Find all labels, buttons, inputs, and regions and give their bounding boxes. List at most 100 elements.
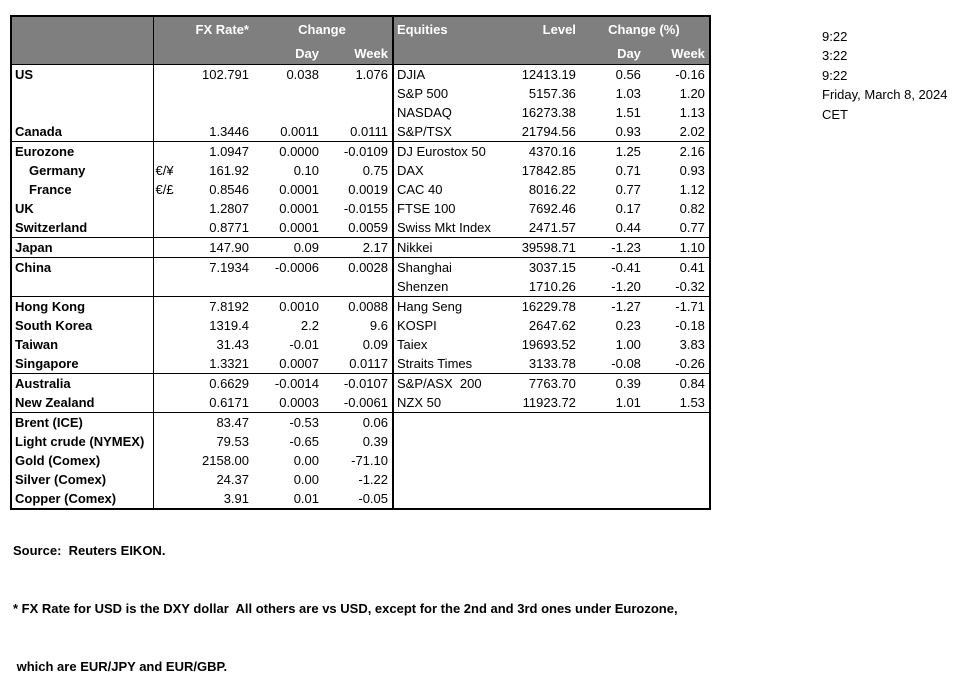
equity-name-cell: S&P/TSX: [397, 124, 452, 139]
equity-level-cell: [495, 451, 580, 470]
level-column-header: Level: [494, 16, 580, 43]
fx-rate-cell: 1.2807: [209, 201, 249, 216]
fx-footnote-line1: * FX Rate for USD is the DXY dollar All …: [13, 601, 678, 617]
currency-pair-cell: [153, 354, 186, 374]
equity-name-cell: NZX 50: [397, 395, 442, 410]
region-label-cell: [11, 277, 154, 297]
header-pair-spacer: [153, 16, 186, 43]
time-tertiary: 9:22: [822, 67, 848, 83]
equity-level-cell: 1710.26: [528, 279, 576, 294]
equity-name-cell: Taiex: [397, 337, 428, 352]
equity-level-cell: 12413.19: [521, 67, 576, 82]
fx-rate-cell: [186, 103, 253, 122]
equity-level-cell: 16229.78: [494, 296, 580, 316]
equity-week-change-cell: 3.83: [679, 337, 705, 352]
equity-week-change-cell: -1.71: [644, 296, 710, 316]
equity-level-cell: [494, 412, 580, 432]
table-row: China 7.1934 -0.0006 0.0028 Shanghai 3037.15-…: [11, 257, 710, 277]
equity-name-cell: Straits Times: [397, 356, 473, 371]
currency-pair-cell: €/¥: [155, 163, 174, 178]
region-label-cell: [11, 103, 154, 122]
region-label-cell: New Zealand: [11, 393, 154, 413]
region-label-cell: China: [11, 257, 154, 277]
equity-week-change-cell: [645, 451, 710, 470]
equity-day-change-cell: [579, 412, 645, 432]
equity-week-change-cell: -0.18: [675, 318, 705, 333]
equity-name-cell: Hang Seng: [393, 296, 495, 316]
fx-week-change-cell: 0.75: [323, 161, 394, 180]
equity-day-change-cell: 1.51: [615, 105, 641, 120]
fx-rate-cell: 0.8546: [209, 182, 249, 197]
fx-rate-cell: 2158.00: [202, 453, 249, 468]
equity-name-cell: CAC 40: [397, 182, 443, 197]
market-data-table: FX Rate* Change Equities Level Change (%…: [10, 15, 711, 510]
region-label-cell: Copper (Comex): [11, 489, 154, 509]
equity-name-cell: DJIA: [397, 67, 426, 82]
table-row: NASDAQ 16273.38 1.51 1.13: [11, 103, 710, 122]
timestamp-panel: 9:22 3:22 9:22 Friday, March 8, 2024 CET: [822, 27, 947, 124]
region-label-cell: Germany: [11, 161, 154, 180]
fx-week-change-cell: -71.10: [323, 451, 394, 470]
fx-week-change-cell: -0.0107: [323, 373, 394, 393]
header-level-spacer: [494, 43, 580, 65]
equity-level-cell: 3037.15: [494, 257, 580, 277]
equity-name-cell: Nikkei: [393, 237, 495, 258]
footer-notes: Source: Reuters EIKON. * FX Rate for USD…: [13, 502, 678, 696]
table-row: Light crude (NYMEX) 79.53 -0.65 0.39: [11, 432, 710, 451]
fx-week-subheader: Week: [323, 43, 393, 65]
fx-rate-cell: 24.37: [216, 472, 249, 487]
fx-week-change-cell: 9.6: [323, 316, 394, 335]
currency-pair-cell: [153, 470, 186, 489]
fx-day-change-cell: -0.0006: [253, 257, 323, 277]
fx-week-change-cell: 0.09: [323, 335, 394, 354]
equity-name-cell: FTSE 100: [397, 201, 456, 216]
table-row: New Zealand 0.6171 0.0003 -0.0061 NZX 50 1192…: [11, 393, 710, 413]
fx-week-change-cell: 0.0117: [323, 354, 394, 374]
table-row: S&P 500 5157.36 1.03 1.20: [11, 84, 710, 103]
equity-day-change-cell: 0.44: [615, 220, 641, 235]
fx-day-change-cell: -0.0014: [253, 373, 323, 393]
fx-week-change-cell: -1.22: [323, 470, 394, 489]
fx-rate-cell: 3.91: [223, 491, 249, 506]
equity-name-cell: Swiss Mkt Index: [397, 220, 491, 235]
table-row: Copper (Comex) 3.91 0.01 -0.05: [11, 489, 710, 509]
fx-rate-cell: 161.92: [209, 163, 249, 178]
fx-day-change-cell: 0.0000: [253, 141, 323, 161]
fx-rate-cell: 7.8192: [186, 296, 253, 316]
currency-pair-cell: [153, 412, 186, 432]
table-row: Hong Kong 7.8192 0.0010 0.0088 Hang Seng 1622…: [11, 296, 710, 316]
fx-week-change-cell: -0.0109: [323, 141, 394, 161]
equity-day-change-cell: -1.27: [579, 296, 645, 316]
currency-pair-cell: [153, 141, 186, 161]
equity-name-cell: [393, 432, 495, 451]
table-header: FX Rate* Change Equities Level Change (%…: [11, 16, 710, 65]
header-empty-cell: [11, 16, 154, 43]
equity-week-change-cell: 0.84: [644, 373, 710, 393]
region-label-cell: Canada: [11, 122, 154, 142]
equity-day-change-cell: 0.77: [615, 182, 641, 197]
fx-week-change-cell: -0.05: [323, 489, 394, 509]
equity-level-cell: 19693.52: [521, 337, 576, 352]
equity-level-cell: 2647.62: [528, 318, 576, 333]
source-note: Source: Reuters EIKON.: [13, 542, 166, 558]
table-row: Australia 0.6629 -0.0014 -0.0107 S&P/ASX 200…: [11, 373, 710, 393]
equity-week-change-cell: 1.13: [679, 105, 705, 120]
currency-pair-cell: [153, 103, 186, 122]
region-label-cell: UK: [11, 199, 154, 218]
equity-day-change-cell: 0.23: [615, 318, 641, 333]
equity-day-change-cell: 0.56: [615, 67, 641, 82]
fx-day-change-cell: 0.01: [293, 491, 319, 506]
table-row: Taiwan 31.43 -0.01 0.09 Taiex 19693.52 1.00 3.8…: [11, 335, 710, 354]
table-row: Japan 147.90 0.09 2.17 Nikkei 39598.71 -1.23 1.…: [11, 237, 710, 258]
currency-pair-cell: [153, 451, 186, 470]
equity-week-change-cell: 1.12: [679, 182, 705, 197]
equity-level-cell: [495, 432, 580, 451]
table-row: US 102.791 0.038 1.076 DJIA 12413.19 0.56 -0.16: [11, 64, 710, 84]
fx-day-change-cell: 0.0007: [279, 356, 319, 371]
equity-day-change-cell: 0.17: [615, 201, 641, 216]
currency-pair-cell: [153, 277, 186, 297]
equity-day-change-cell: -0.08: [611, 356, 641, 371]
fx-week-change-cell: 0.0088: [323, 296, 394, 316]
fx-rate-cell: 1319.4: [209, 318, 249, 333]
equity-week-change-cell: [645, 432, 710, 451]
